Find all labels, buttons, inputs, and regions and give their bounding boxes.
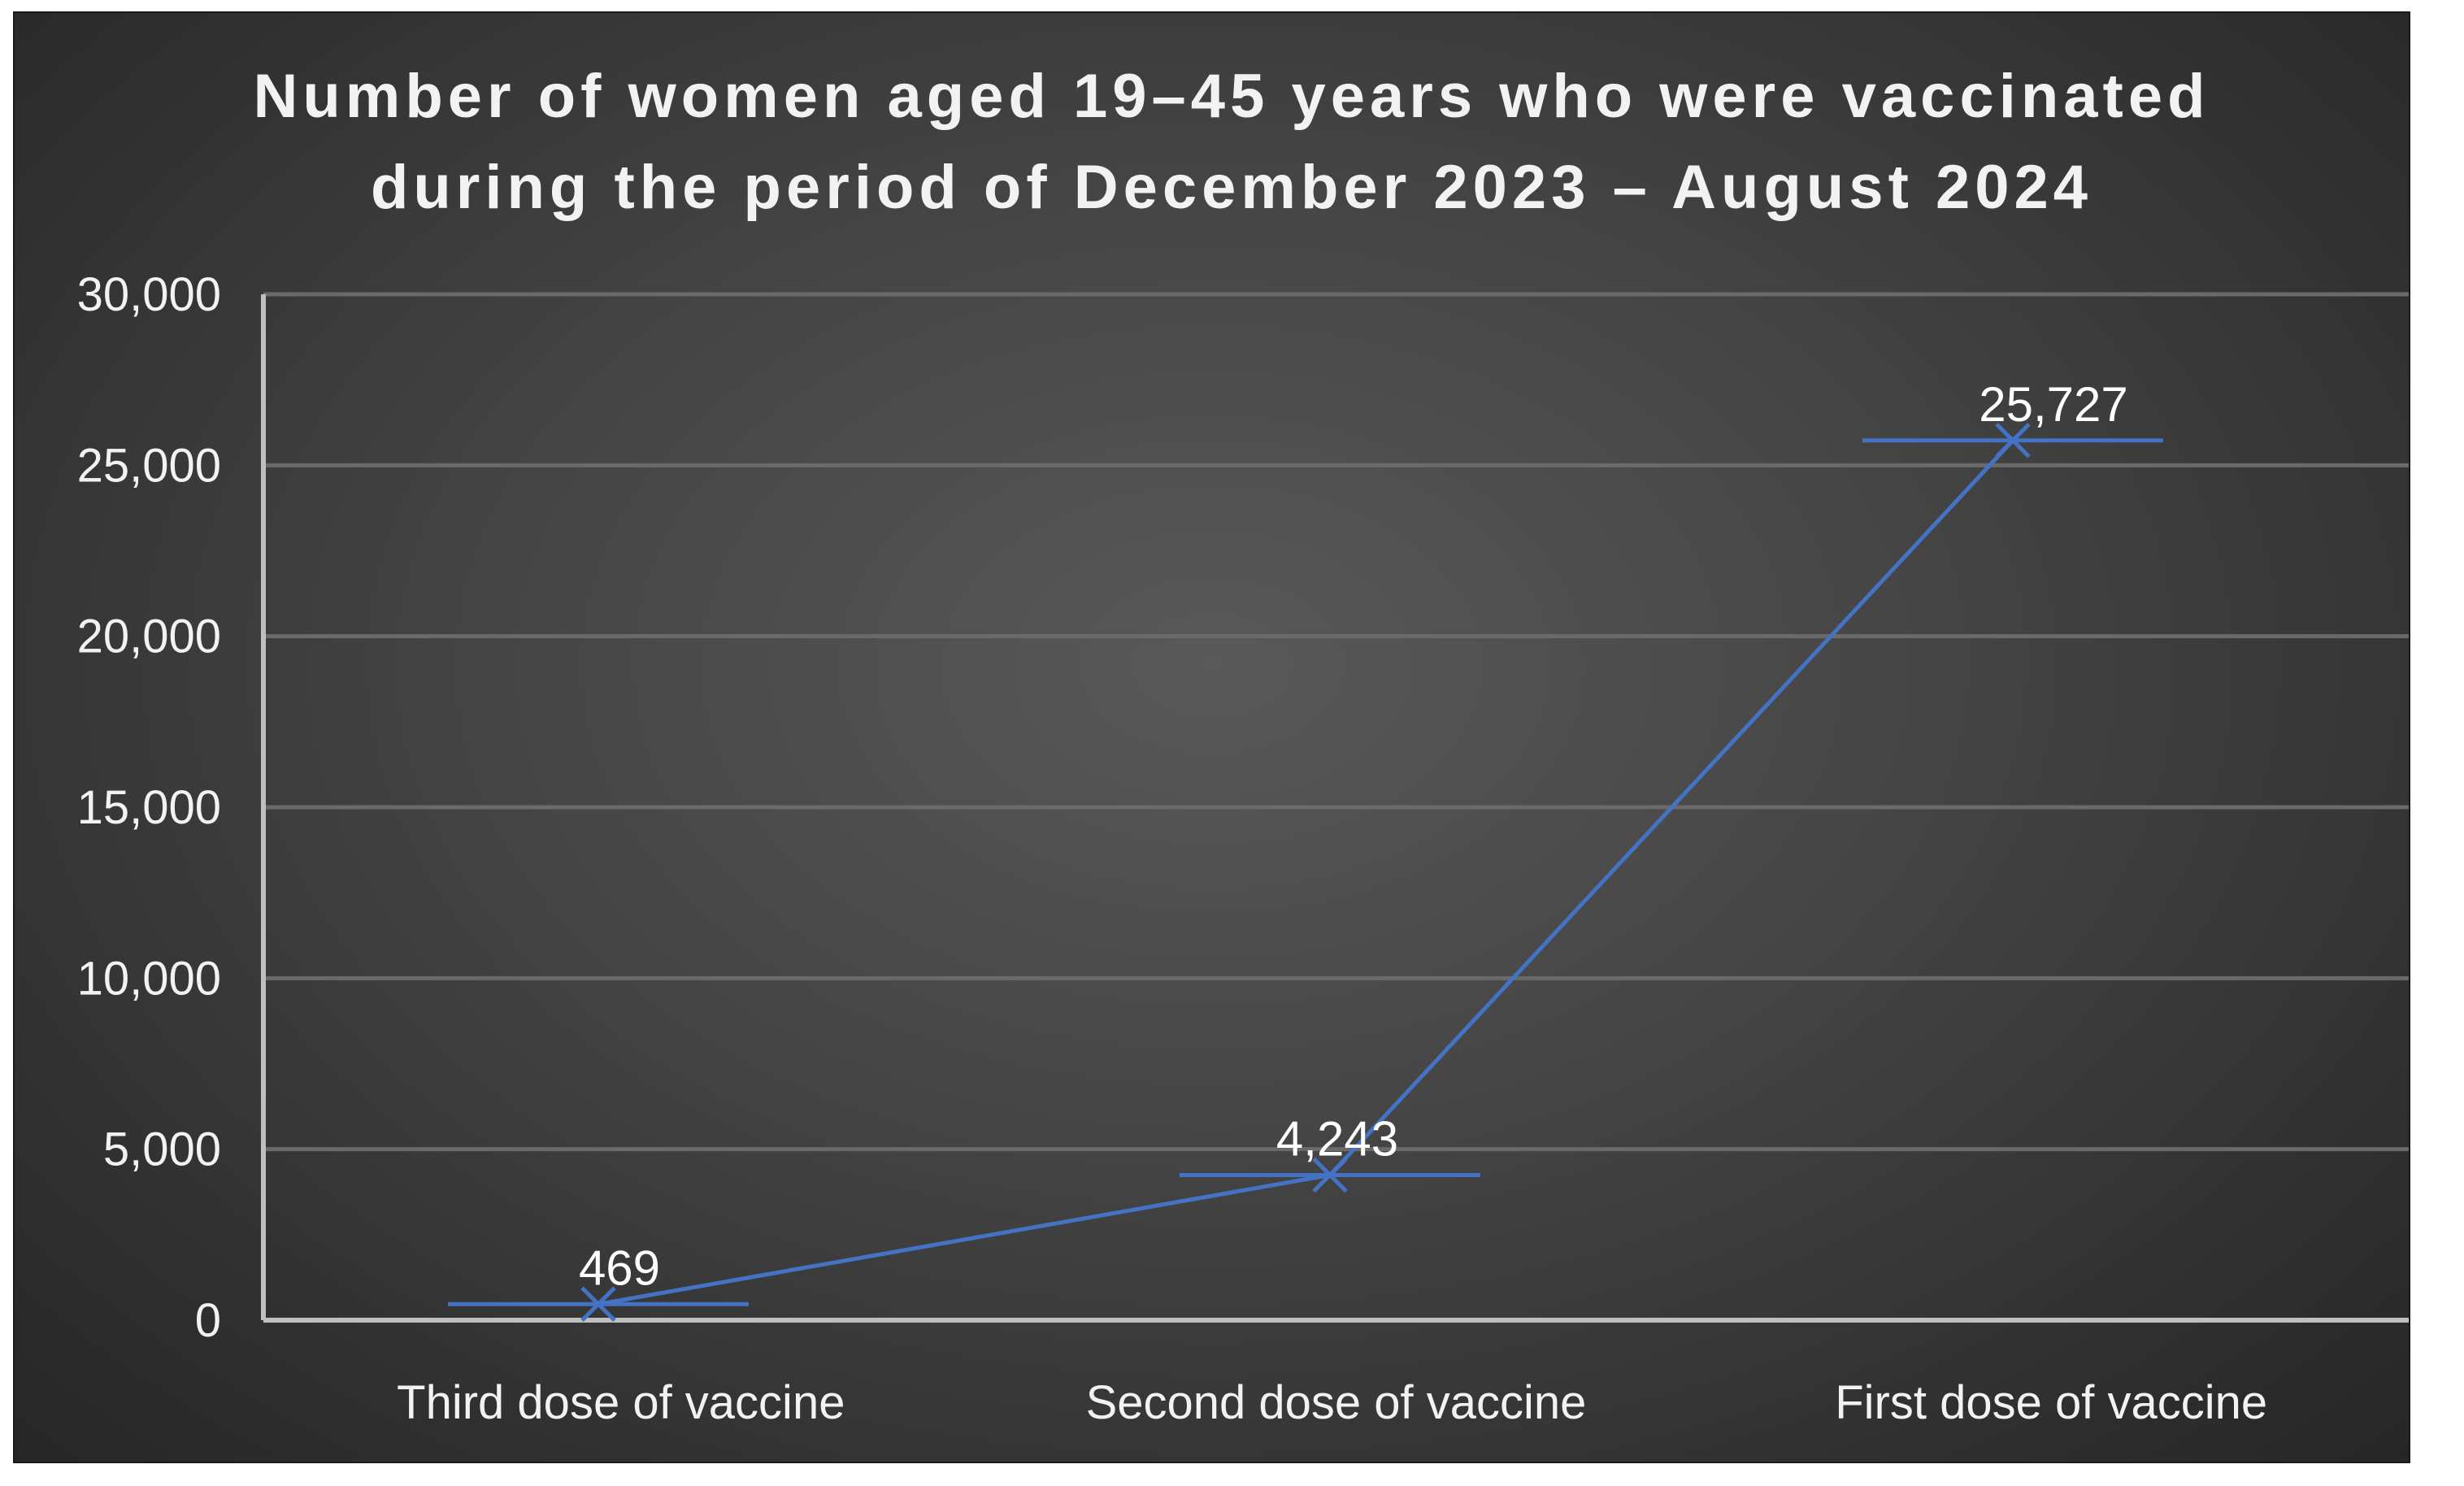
chart-title-line-1: Number of women aged 19–45 years who wer… xyxy=(253,62,2210,131)
data-label: 469 xyxy=(579,1241,660,1295)
grid-lines xyxy=(263,292,2409,1152)
y-tick-label: 15,000 xyxy=(77,781,221,834)
data-label: 25,727 xyxy=(1979,377,2128,432)
data-point-marker xyxy=(1862,422,2163,458)
y-tick-label: 25,000 xyxy=(77,439,221,492)
y-tick-label: 10,000 xyxy=(77,952,221,1005)
data-point-marker xyxy=(1180,1157,1480,1193)
y-tick-label: 0 xyxy=(195,1294,221,1347)
x-category-label: Third dose of vaccine xyxy=(397,1376,845,1429)
y-tick-label: 5,000 xyxy=(103,1123,221,1176)
y-tick-label: 30,000 xyxy=(77,268,221,321)
axes xyxy=(261,294,2409,1323)
x-category-label: Second dose of vaccine xyxy=(1086,1376,1587,1429)
data-point-marker xyxy=(448,1286,749,1323)
data-labels: 469 4,243 25,727 xyxy=(579,377,2128,1296)
chart-title-line-2: during the period of December 2023 – Aug… xyxy=(371,153,2092,222)
series-vaccinated xyxy=(448,422,2163,1323)
x-category-label: First dose of vaccine xyxy=(1835,1376,2267,1429)
x-axis-categories: Third dose of vaccine Second dose of vacc… xyxy=(397,1376,2267,1429)
y-tick-label: 20,000 xyxy=(77,610,221,663)
data-label: 4,243 xyxy=(1276,1112,1398,1167)
chart-frame xyxy=(13,11,2410,1463)
y-axis-ticks: 0 5,000 10,000 15,000 20,000 25,000 30,000 xyxy=(77,268,221,1347)
